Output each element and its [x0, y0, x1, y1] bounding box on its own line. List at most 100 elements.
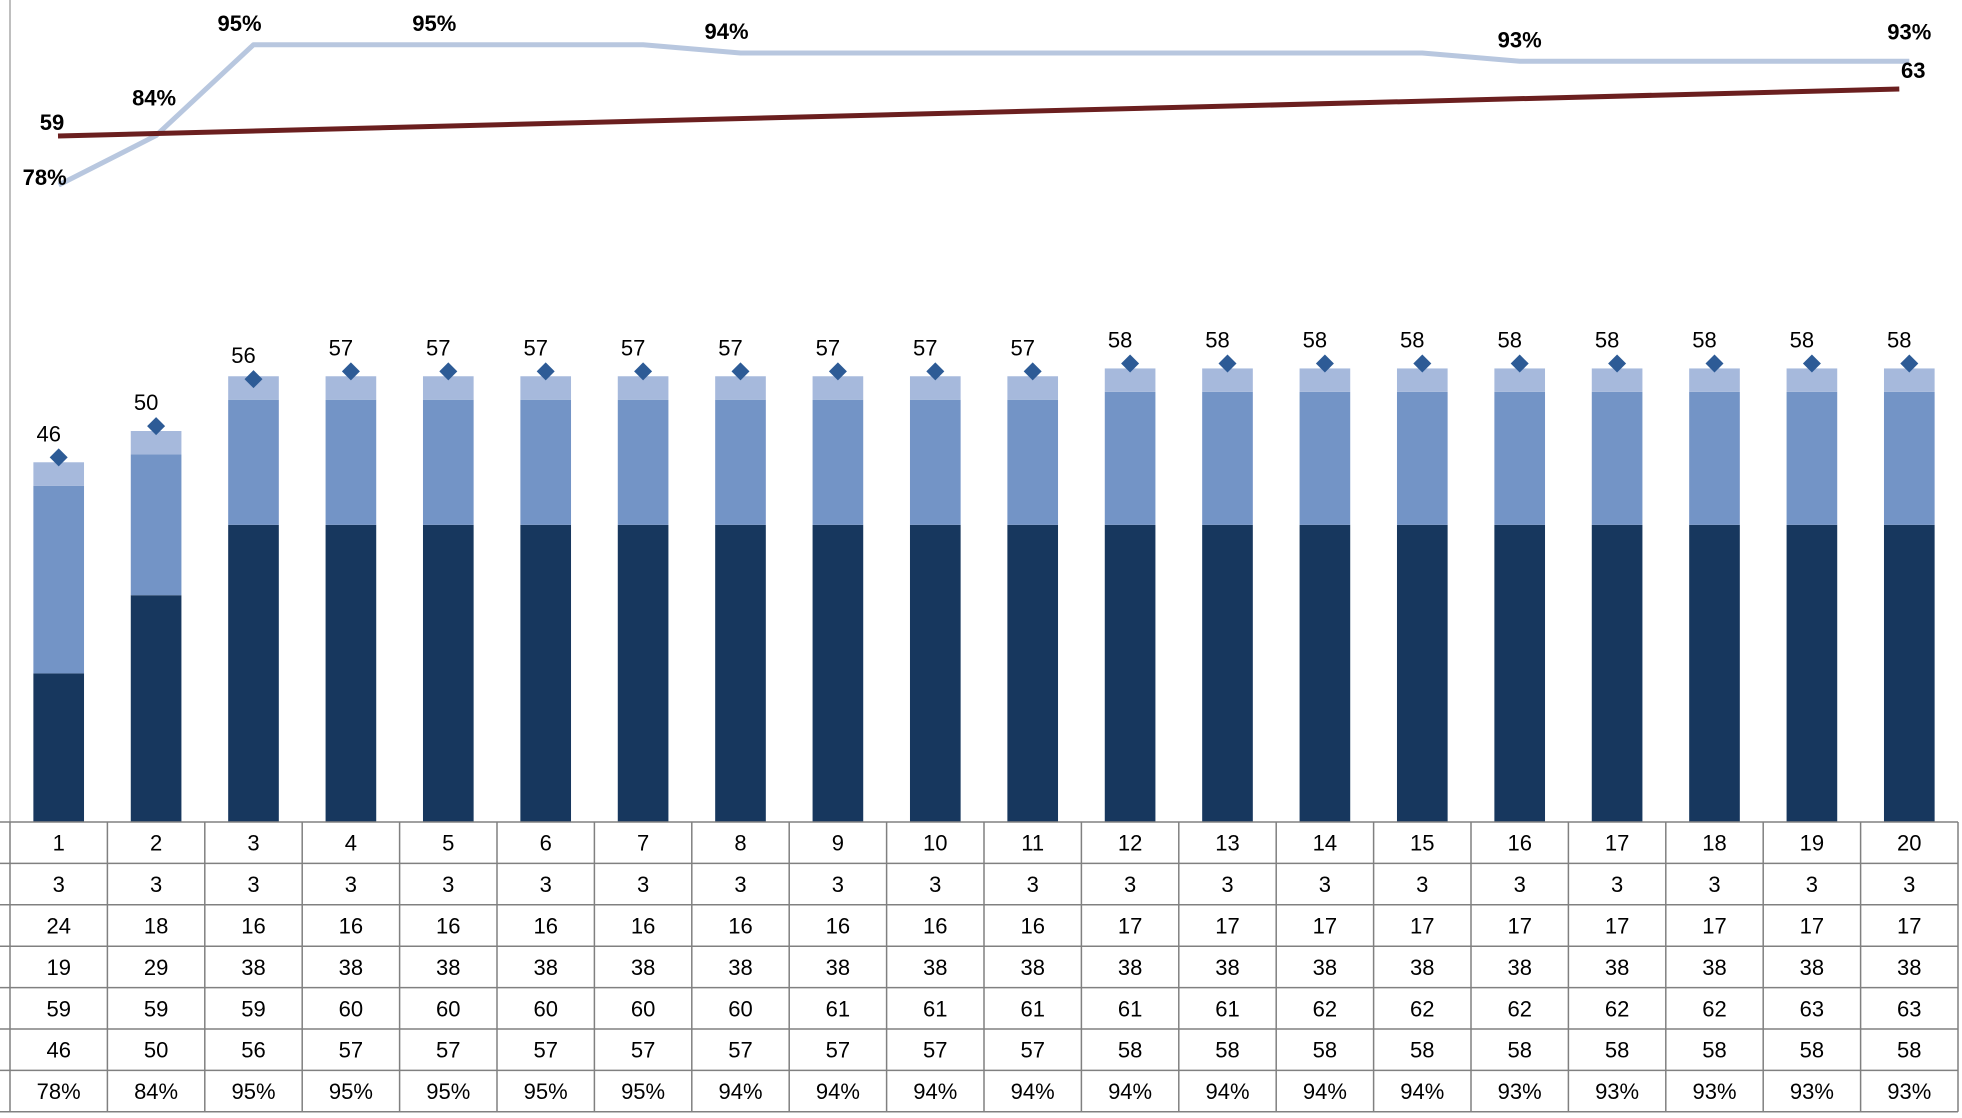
table-cell-r3-c15: 17 — [1410, 914, 1434, 939]
table-cell-r6-c18: 58 — [1702, 1038, 1726, 1063]
total-marker-7 — [634, 362, 653, 381]
bar-segment-2-10 — [909, 399, 961, 525]
table-cell-r1-c14: 14 — [1313, 831, 1337, 856]
bar-segment-3-2 — [130, 431, 182, 455]
total-marker-18 — [1705, 354, 1724, 373]
table-cell-r3-c2: 18 — [144, 914, 168, 939]
table-cell-r2-c3: 3 — [247, 872, 259, 897]
bar-segment-2-4 — [325, 399, 377, 525]
table-cell-r2-c19: 3 — [1806, 872, 1818, 897]
table-cell-r5-c17: 62 — [1605, 996, 1629, 1021]
table-cell-r4-c18: 38 — [1702, 955, 1726, 980]
total-marker-2 — [147, 417, 166, 436]
table-cell-r7-c13: 94% — [1205, 1079, 1249, 1104]
table-cell-r2-c5: 3 — [442, 872, 454, 897]
table-cell-r1-c2: 2 — [150, 831, 162, 856]
table-cell-r2-c12: 3 — [1124, 872, 1136, 897]
table-cell-r6-c7: 57 — [631, 1038, 655, 1063]
table-cell-r5-c8: 60 — [728, 996, 752, 1021]
table-cell-r2-c10: 3 — [929, 872, 941, 897]
target-line-label-1: 59 — [40, 110, 64, 135]
bar-segment-1-5 — [422, 524, 474, 822]
table-cell-r6-c9: 57 — [826, 1038, 850, 1063]
bar-segment-2-9 — [812, 399, 864, 525]
table-cell-r3-c6: 16 — [533, 914, 557, 939]
table-cell-r6-c19: 58 — [1800, 1038, 1824, 1063]
bar-segment-2-16 — [1494, 391, 1546, 525]
bar-segment-2-15 — [1396, 391, 1448, 525]
table-cell-r1-c3: 3 — [247, 831, 259, 856]
table-cell-r2-c11: 3 — [1027, 872, 1039, 897]
total-label-14: 58 — [1303, 328, 1327, 353]
total-marker-10 — [926, 362, 945, 381]
bar-segment-1-14 — [1299, 524, 1351, 822]
target-line — [57, 86, 1900, 139]
table-cell-r6-c10: 57 — [923, 1038, 947, 1063]
table-cell-r6-c13: 58 — [1215, 1038, 1239, 1063]
bar-segment-2-3 — [228, 399, 279, 525]
pct-line-label-2: 84% — [132, 86, 176, 111]
table-cell-r6-c20: 58 — [1897, 1038, 1921, 1063]
table-cell-r1-c5: 5 — [442, 831, 454, 856]
table-cell-r3-c18: 17 — [1702, 914, 1726, 939]
total-label-3: 56 — [231, 343, 255, 368]
table-cell-r7-c12: 94% — [1108, 1079, 1152, 1104]
table-cell-r7-c5: 95% — [426, 1079, 470, 1104]
table-cell-r5-c11: 61 — [1020, 996, 1044, 1021]
bar-segment-2-6 — [520, 399, 572, 525]
table-cell-r2-c1: 3 — [53, 872, 65, 897]
table-cell-r6-c16: 58 — [1507, 1038, 1531, 1063]
table-cell-r5-c7: 60 — [631, 996, 655, 1021]
bar-segment-3-8 — [715, 376, 766, 400]
total-label-5: 57 — [426, 335, 450, 360]
table-cell-r3-c16: 17 — [1507, 914, 1531, 939]
bar-segment-2-12 — [1104, 391, 1156, 525]
table-cell-r5-c6: 60 — [533, 996, 557, 1021]
table-cell-r1-c1: 1 — [53, 831, 65, 856]
bar-segment-1-12 — [1104, 524, 1156, 822]
bar-segment-1-3 — [228, 524, 279, 822]
total-marker-11 — [1023, 362, 1042, 381]
table-cell-r6-c2: 50 — [144, 1038, 168, 1063]
table-cell-r5-c15: 62 — [1410, 996, 1434, 1021]
total-label-10: 57 — [913, 335, 937, 360]
table-cell-r1-c6: 6 — [540, 831, 552, 856]
table-cell-r2-c18: 3 — [1708, 872, 1720, 897]
table-cell-r7-c3: 95% — [231, 1079, 275, 1104]
total-label-19: 58 — [1790, 328, 1814, 353]
table-cell-r5-c18: 62 — [1702, 996, 1726, 1021]
table-cell-r4-c7: 38 — [631, 955, 655, 980]
table-cell-r7-c20: 93% — [1887, 1079, 1931, 1104]
total-label-9: 57 — [816, 335, 840, 360]
total-marker-15 — [1413, 354, 1432, 373]
table-cell-r5-c9: 61 — [826, 996, 850, 1021]
total-label-8: 57 — [718, 335, 742, 360]
bar-segment-3-7 — [617, 376, 669, 400]
table-cell-r4-c10: 38 — [923, 955, 947, 980]
table-cell-r1-c11: 11 — [1021, 831, 1044, 856]
bar-segment-1-6 — [520, 524, 572, 822]
bar-segment-2-19 — [1786, 391, 1838, 525]
bar-segment-3-12 — [1104, 368, 1156, 392]
total-label-18: 58 — [1692, 328, 1716, 353]
table-cell-r1-c4: 4 — [345, 831, 357, 856]
table-cell-r7-c16: 93% — [1498, 1079, 1542, 1104]
bar-segment-3-19 — [1786, 368, 1838, 392]
table-cell-r4-c3: 38 — [241, 955, 265, 980]
bar-segment-2-2 — [130, 454, 182, 596]
table-cell-r1-c7: 7 — [637, 831, 649, 856]
table-cell-r4-c8: 38 — [728, 955, 752, 980]
table-cell-r5-c13: 61 — [1215, 996, 1239, 1021]
table-cell-r2-c6: 3 — [540, 872, 552, 897]
table-cell-r3-c5: 16 — [436, 914, 460, 939]
table-cell-r2-c20: 3 — [1903, 872, 1915, 897]
table-cell-r3-c12: 17 — [1118, 914, 1142, 939]
table-cell-r7-c11: 94% — [1011, 1079, 1055, 1104]
bar-segment-2-17 — [1591, 391, 1643, 525]
bar-segment-2-5 — [422, 399, 474, 525]
table-cell-r7-c8: 94% — [718, 1079, 762, 1104]
pct-line-label-3: 95% — [217, 11, 261, 36]
bar-segment-3-17 — [1591, 368, 1643, 392]
table-cell-r3-c20: 17 — [1897, 914, 1921, 939]
table-cell-r7-c2: 84% — [134, 1079, 178, 1104]
